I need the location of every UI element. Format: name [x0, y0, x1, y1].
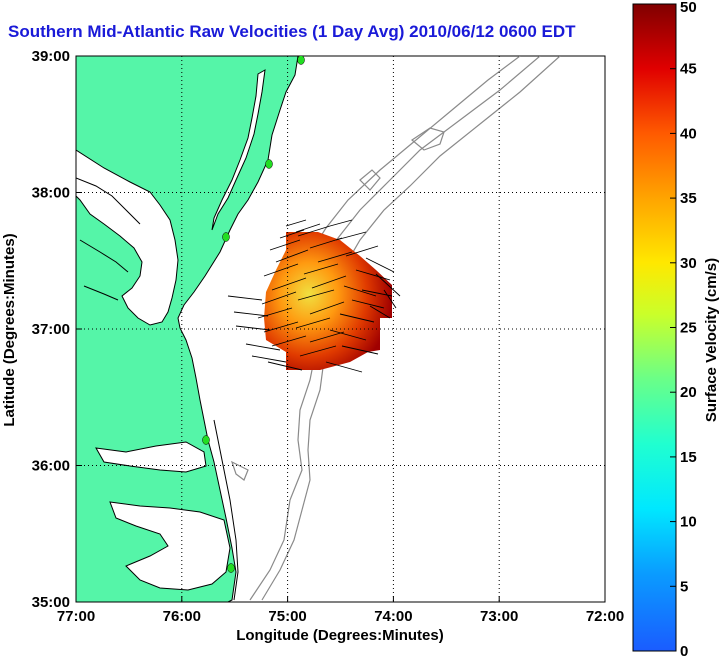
- colorbar-tick-label: 40: [680, 125, 697, 142]
- colorbar: [632, 3, 677, 652]
- colorbar-tick-label: 50: [680, 0, 697, 16]
- y-tick-label: 36:00: [32, 458, 70, 475]
- radar-stations: [202, 56, 305, 573]
- x-tick-label: 74:00: [374, 608, 412, 625]
- x-tick-label: 73:00: [480, 608, 518, 625]
- colorbar-tick-label: 20: [680, 384, 697, 401]
- pamlico-sound: [109, 501, 231, 591]
- graticule: [76, 56, 605, 602]
- chesapeake-bay: [76, 149, 179, 326]
- map-title: Southern Mid-Atlantic Raw Velocities (1 …: [8, 22, 576, 41]
- x-tick-label: 72:00: [586, 608, 624, 625]
- colorbar-tick-label: 30: [680, 255, 697, 272]
- y-axis: 39:00 38:00 37:00 36:00 35:00: [32, 48, 82, 611]
- colorbar-overlap: [618, 18, 630, 44]
- delmarva-water: [211, 69, 266, 231]
- colorbar-tick-label: 35: [680, 190, 697, 207]
- x-tick-label: 77:00: [57, 608, 95, 625]
- station-marker: [227, 563, 235, 573]
- colorbar-tick-label: 5: [680, 578, 688, 595]
- velocity-vectors: [227, 219, 401, 373]
- y-tick-label: 35:00: [32, 594, 70, 611]
- colorbar-label: Surface Velocity (cm/s): [703, 258, 720, 422]
- colorbar-tick-label: 10: [680, 514, 697, 531]
- x-tick-label: 76:00: [163, 608, 201, 625]
- colorbar-ticks: 0 5 10 15 20 25 30 35 40 45 50: [670, 0, 697, 659]
- colorbar-tick-label: 25: [680, 320, 697, 337]
- station-marker: [222, 232, 230, 242]
- x-axis: 77:00 76:00 75:00 74:00 73:00 72:00: [57, 596, 624, 625]
- y-tick-label: 38:00: [32, 185, 70, 202]
- y-tick-label: 39:00: [32, 48, 70, 65]
- station-marker: [297, 56, 305, 65]
- y-axis-label: Latitude (Degrees:Minutes): [1, 233, 18, 426]
- river-2: [79, 239, 129, 273]
- outer-banks: [213, 419, 239, 601]
- colorbar-tick-label: 0: [680, 643, 688, 659]
- station-marker: [265, 159, 273, 169]
- x-axis-label: Longitude (Degrees:Minutes): [236, 627, 444, 644]
- y-tick-label: 37:00: [32, 321, 70, 338]
- colorbar-tick-label: 45: [680, 61, 697, 78]
- river-1: [76, 177, 141, 225]
- albemarle-sound: [95, 441, 207, 473]
- x-tick-label: 75:00: [268, 608, 306, 625]
- colorbar-tick-label: 15: [680, 449, 697, 466]
- river-3: [83, 285, 119, 301]
- station-marker: [202, 435, 210, 445]
- velocity-field: [264, 232, 392, 370]
